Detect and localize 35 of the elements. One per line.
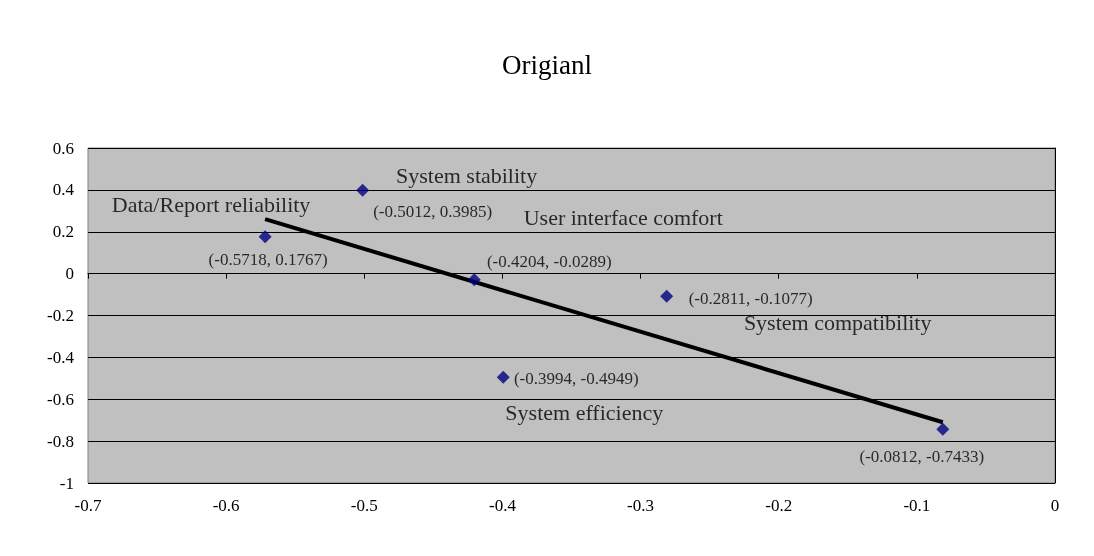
annotation: System efficiency [505,399,664,425]
data-label: (-0.3994, -0.4949) [513,368,639,388]
x-tick-label: 0 [1050,496,1060,515]
data-label: (-0.0812, -0.7433) [859,446,985,466]
x-tick-label: -0.2 [765,496,793,515]
annotation: User interface comfort [523,205,723,231]
x-tick-label: -0.6 [212,496,240,515]
chart-title: Origianl [502,49,592,80]
data-label: (-0.4204, -0.0289) [486,252,612,272]
data-label: (-0.5012, 0.3985) [373,201,493,221]
y-tick-label: -0.2 [47,306,74,325]
y-tick-label: 0.2 [52,222,74,242]
point [936,422,950,436]
x-tick-label: -0.5 [350,496,378,515]
y-tick-label: -0.4 [47,347,75,367]
point [496,370,510,384]
annotation: Data/Report reliability [111,192,311,218]
point [467,273,481,287]
annotation: System stability [396,162,538,188]
x-tick-label: -0.4 [488,496,517,515]
x-tick-label: -0.1 [903,496,931,515]
y-tick-label: 0.6 [52,138,74,158]
point [660,289,674,303]
y-tick-label: 0 [65,264,74,284]
y-tick-label: -1 [59,473,74,493]
data-label: (-0.5718, 0.1767) [208,250,328,270]
y-tick-label: -0.8 [47,431,74,451]
point [356,183,370,197]
x-tick-label: -0.3 [627,496,655,515]
point [258,230,272,244]
data-label: (-0.2811, -0.1077) [688,288,813,308]
y-tick-label: -0.6 [47,389,74,409]
annotation: System compatibility [743,309,932,335]
x-tick-label: -0.7 [74,496,102,515]
y-tick-label: 0.4 [52,180,75,200]
